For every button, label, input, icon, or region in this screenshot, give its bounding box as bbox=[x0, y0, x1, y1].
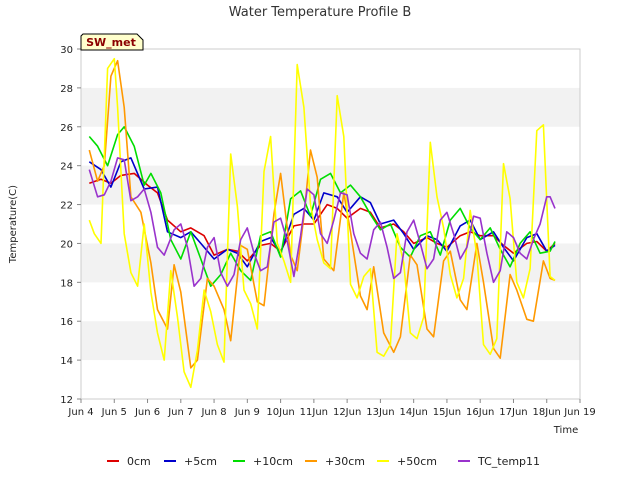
series-line-30cm bbox=[88, 59, 556, 369]
x-tick-label: 13Jun bbox=[366, 407, 394, 418]
y-tick-label: 12 bbox=[60, 395, 73, 406]
legend-label: TC_temp11 bbox=[477, 455, 540, 468]
x-tick-label: Jun 6 bbox=[134, 407, 160, 418]
series-line-0cm bbox=[89, 172, 556, 262]
series-lines bbox=[88, 57, 556, 389]
x-tick-label: Jun 5 bbox=[101, 407, 127, 418]
y-tick-label: 24 bbox=[60, 162, 73, 173]
series-line-tctemp11 bbox=[88, 157, 556, 288]
y-tick-label: 16 bbox=[60, 317, 73, 328]
grid-band bbox=[81, 87, 580, 127]
x-tick-label: 10Jun bbox=[266, 407, 294, 418]
y-tick-label: 14 bbox=[60, 356, 73, 367]
x-tick-label: Jun 19 bbox=[563, 407, 596, 418]
x-tick-label: 17Jun bbox=[499, 407, 527, 418]
y-tick-label: 28 bbox=[60, 84, 73, 95]
legend-label: 0cm bbox=[127, 455, 151, 468]
x-tick-label: Jun 4 bbox=[67, 407, 93, 418]
x-tick-label: Jun 8 bbox=[200, 407, 226, 418]
x-tick-label: 15Jun bbox=[433, 407, 461, 418]
sw-met-badge: SW_met bbox=[80, 33, 144, 51]
legend-label: +30cm bbox=[325, 455, 365, 468]
legend-label: +50cm bbox=[397, 455, 437, 468]
chart-title: Water Temperature Profile B bbox=[229, 5, 412, 20]
x-tick-label: 18Jun bbox=[533, 407, 561, 418]
plot-frame bbox=[80, 48, 581, 400]
grid-band bbox=[81, 165, 580, 205]
legend-label: +5cm bbox=[184, 455, 217, 468]
x-tick-label: 12Jun bbox=[333, 407, 361, 418]
x-axis-ticks: Jun 4 Jun 5 Jun 6 Jun 7 Jun 8 Jun 9 10Jun 11Jun… bbox=[67, 399, 596, 418]
x-axis-label: Time bbox=[553, 425, 578, 436]
plot-border bbox=[80, 48, 581, 400]
legend-label: +10cm bbox=[253, 455, 293, 468]
x-tick-label: Jun 7 bbox=[167, 407, 193, 418]
y-axis-ticks: 12 14 16 18 20 22 24 26 28 30 bbox=[60, 45, 81, 406]
x-tick-label: 11Jun bbox=[300, 407, 328, 418]
badge-label: SW_met bbox=[86, 36, 136, 49]
y-tick-label: 26 bbox=[60, 123, 73, 134]
y-tick-label: 18 bbox=[60, 278, 73, 289]
x-tick-label: 16Jun bbox=[466, 407, 494, 418]
y-tick-label: 30 bbox=[60, 45, 73, 56]
x-tick-label: Jun 9 bbox=[234, 407, 260, 418]
y-tick-label: 20 bbox=[60, 239, 73, 250]
legend: 0cm +5cm +10cm +30cm +50cm TC_temp11 bbox=[107, 455, 540, 468]
series-line-50cm bbox=[88, 57, 556, 389]
y-tick-label: 22 bbox=[60, 201, 73, 212]
series-line-10cm bbox=[88, 126, 556, 288]
y-axis-label: Temperature(C) bbox=[8, 185, 19, 264]
x-tick-label: 14Jun bbox=[399, 407, 427, 418]
